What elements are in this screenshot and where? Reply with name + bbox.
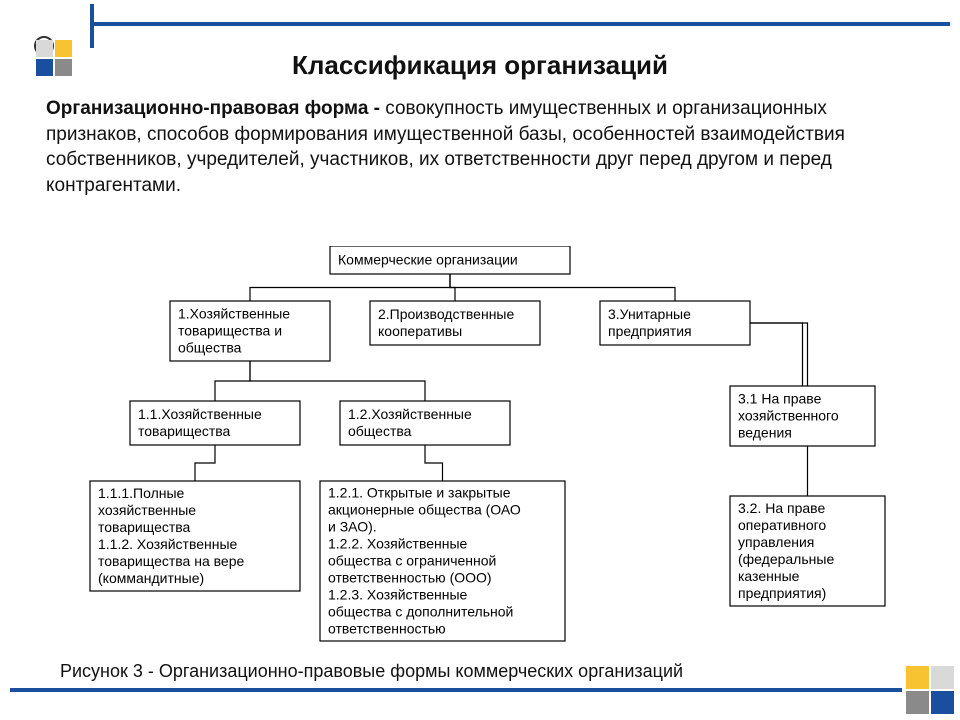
foot-sq-2 <box>931 666 954 689</box>
node-n2-line-0: 2.Производственные <box>378 306 514 322</box>
foot-sq-3 <box>906 691 929 714</box>
node-n32-line-5: предприятия) <box>738 585 826 601</box>
node-n31: 3.1 На правехозяйственноговедения <box>730 386 875 446</box>
node-n2-line-1: кооперативы <box>378 323 462 339</box>
node-n111-line-0: 1.1.1.Полные <box>98 485 185 501</box>
page-title: Классификация организаций <box>0 50 960 81</box>
header-rule-vertical <box>90 4 94 48</box>
node-n11: 1.1.Хозяйственныетоварищества <box>130 401 300 445</box>
node-n2: 2.Производственныекооперативы <box>370 301 540 345</box>
node-n121-line-1: акционерные общества (ОАО <box>328 502 521 518</box>
node-n121-line-0: 1.2.1. Открытые и закрытые <box>328 485 511 501</box>
figure-caption: Рисунок 3 - Организационно-правовые форм… <box>60 661 900 682</box>
node-n121-line-4: общества с ограниченной <box>328 553 496 569</box>
node-n32-line-4: казенные <box>738 568 800 584</box>
node-n31-line-2: ведения <box>738 425 792 441</box>
node-root: Коммерческие организации <box>330 246 570 274</box>
node-n121-line-3: 1.2.2. Хозяйственные <box>328 536 468 552</box>
node-n32-line-3: (федеральные <box>738 551 834 567</box>
node-n111-line-3: 1.1.2. Хозяйственные <box>98 536 238 552</box>
org-tree-diagram: Коммерческие организации1.Хозяйственныет… <box>30 246 930 666</box>
footer-rule <box>10 688 902 692</box>
node-n31-line-1: хозяйственного <box>738 408 839 424</box>
node-n121-line-7: общества с дополнительной <box>328 604 513 620</box>
edge-n3-n31 <box>750 323 803 386</box>
edge-root-n1 <box>250 274 450 301</box>
node-n121-line-2: и ЗАО). <box>328 519 377 535</box>
node-n1-line-0: 1.Хозяйственные <box>178 306 290 322</box>
node-n111-line-5: (коммандитные) <box>98 570 204 586</box>
definition-term: Организационно-правовая форма - <box>46 98 385 119</box>
footer-squares-icon <box>906 666 954 714</box>
node-n11-line-0: 1.1.Хозяйственные <box>138 406 262 422</box>
node-n3-line-0: 3.Унитарные <box>608 306 691 322</box>
node-n12: 1.2.Хозяйственныеобщества <box>340 401 510 445</box>
node-n121-line-6: 1.2.3. Хозяйственные <box>328 587 468 603</box>
node-n12-line-1: общества <box>348 423 412 439</box>
edge-root-n3 <box>450 274 675 301</box>
node-n32-line-1: оперативного <box>738 517 826 533</box>
edge-n1-n12 <box>250 361 425 401</box>
node-root-line-0: Коммерческие организации <box>338 252 518 268</box>
node-n32-line-2: управления <box>738 534 814 550</box>
node-n3: 3.Унитарныепредприятия <box>600 301 750 345</box>
node-n32: 3.2. На правеоперативногоуправления(феде… <box>730 496 885 606</box>
node-n121-line-8: ответственностью <box>328 621 446 637</box>
edge-n11-n111 <box>195 445 215 481</box>
foot-sq-1 <box>906 666 929 689</box>
node-n3-line-1: предприятия <box>608 323 692 339</box>
node-n1-line-1: товарищества и <box>178 323 282 339</box>
node-n31-line-0: 3.1 На праве <box>738 391 822 407</box>
node-n12-line-0: 1.2.Хозяйственные <box>348 406 472 422</box>
node-n1-line-2: общества <box>178 340 242 356</box>
node-n111-line-1: хозяйственные <box>98 502 196 518</box>
node-n111-line-4: товарищества на вере <box>98 553 244 569</box>
foot-sq-4 <box>931 691 954 714</box>
node-n32-line-0: 3.2. На праве <box>738 500 825 516</box>
node-n111: 1.1.1.Полныехозяйственныетоварищества1.1… <box>90 481 300 591</box>
node-n1: 1.Хозяйственныетоварищества иобщества <box>170 301 330 361</box>
header-rule-horizontal <box>90 22 950 26</box>
node-n121-line-5: ответственностью (ООО) <box>328 570 492 586</box>
edge-n12-n121 <box>425 445 443 481</box>
node-n11-line-1: товарищества <box>138 423 231 439</box>
edge-n1-n11 <box>215 361 250 401</box>
node-n121: 1.2.1. Открытые и закрытыеакционерные об… <box>320 481 565 641</box>
definition-paragraph: Организационно-правовая форма - совокупн… <box>46 96 914 199</box>
node-n111-line-2: товарищества <box>98 519 191 535</box>
